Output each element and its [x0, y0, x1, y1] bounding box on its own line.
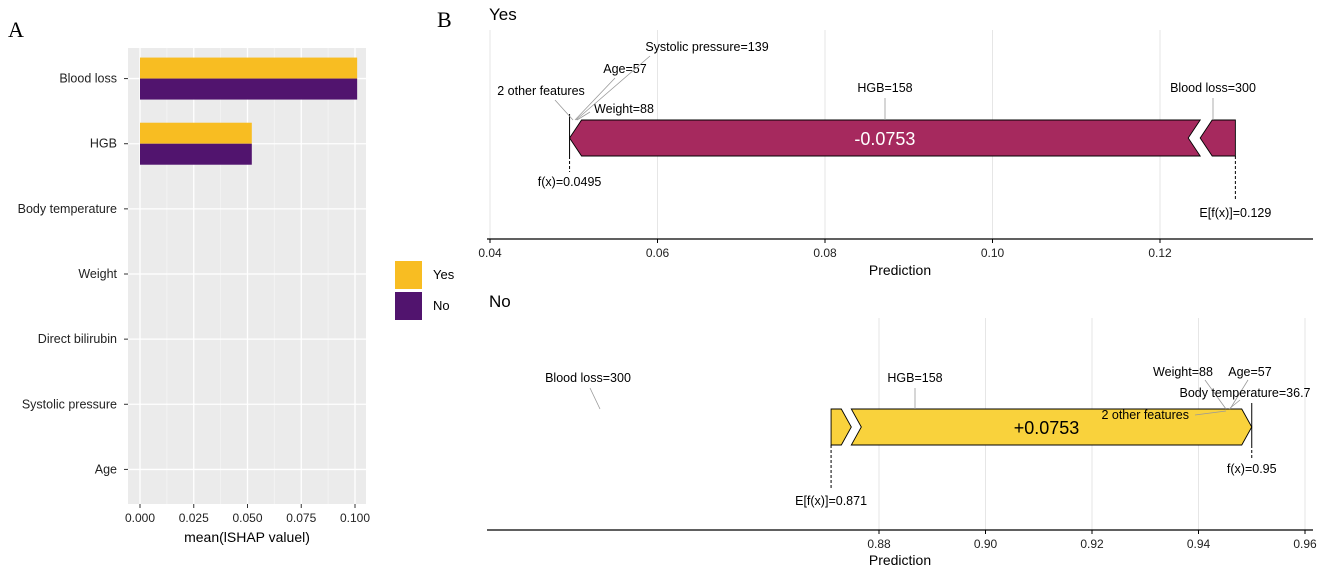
yes-feature-weight-88: Weight=88 [594, 102, 654, 116]
panel-b-letter: B [437, 7, 452, 32]
y-label-blood-loss: Blood loss [59, 72, 117, 86]
yes-bar-label: -0.0753 [854, 129, 915, 149]
no-label-leader [1229, 379, 1249, 410]
no-feature-body-temperature-36-7: Body temperature=36.7 [1180, 386, 1311, 400]
yes-feature-age-57: Age=57 [603, 62, 646, 76]
bar-no-blood-loss [140, 78, 358, 100]
no-fx-label: f(x)=0.95 [1227, 462, 1277, 476]
y-label-age: Age [95, 462, 117, 476]
panel-a-letter: A [8, 17, 24, 42]
yes-feature-2-other-features: 2 other features [497, 84, 585, 98]
bar-yes-hgb [140, 122, 252, 144]
yes-x-axis-title: Prediction [869, 262, 931, 278]
x-tick-label-0-88: 0.88 [867, 537, 891, 551]
x-tick-label-0-96: 0.96 [1293, 537, 1317, 551]
no-feature-blood-loss-300: Blood loss=300 [545, 371, 631, 385]
x-tick-label-0-90: 0.90 [974, 537, 998, 551]
x-tick-label-0-06: 0.06 [646, 246, 670, 260]
x-tick-label-0-050: 0.050 [232, 511, 262, 525]
legend-swatch-no [395, 292, 422, 320]
yes-efx-label: E[f(x)]=0.129 [1199, 206, 1271, 220]
y-label-hgb: HGB [90, 137, 117, 151]
no-feature-2-other-features: 2 other features [1101, 408, 1189, 422]
y-label-weight: Weight [78, 267, 117, 281]
legend-label-no: No [433, 298, 450, 313]
no-feature-weight-88: Weight=88 [1153, 365, 1213, 379]
legend-swatch-yes [395, 261, 422, 289]
yes-label-leader [574, 77, 616, 121]
x-tick-label-0-04: 0.04 [478, 246, 502, 260]
panel-a-x-ticks: 0.000 0.025 0.050 0.075 0.100 [125, 504, 370, 525]
yes-x-ticks: 0.04 0.06 0.08 0.10 0.12 [478, 239, 1172, 260]
yes-feature-systolic-pressure-139: Systolic pressure=139 [645, 40, 768, 54]
x-tick-label-0-025: 0.025 [179, 511, 209, 525]
no-segment-hgb [850, 408, 1253, 446]
no-plot-title: No [489, 292, 511, 311]
y-label-direct-bilirubin: Direct bilirubin [38, 332, 117, 346]
yes-segment-blood-loss [1199, 119, 1236, 157]
panel-a-x-axis-title: mean(lSHAP valuel) [184, 529, 310, 545]
no-feature-age-57: Age=57 [1228, 365, 1271, 379]
bar-no-hgb [140, 143, 252, 165]
x-tick-label-0-100: 0.100 [340, 511, 370, 525]
yes-plot-title: Yes [489, 5, 517, 24]
no-label-leader [1194, 410, 1227, 416]
no-label-leader [589, 387, 601, 410]
yes-segment-hgb [569, 119, 1202, 157]
no-label-leader [1228, 399, 1241, 410]
bar-yes-blood-loss [140, 57, 358, 79]
yes-force-plot: -0.0753 f(x)=0.0495 E[f(x)]=0.129 Blood los… [497, 40, 1271, 220]
legend: Yes No [395, 261, 455, 320]
x-tick-label-0-000: 0.000 [125, 511, 155, 525]
x-tick-label-0-08: 0.08 [813, 246, 837, 260]
no-x-axis-title: Prediction [869, 552, 931, 568]
no-bar-label: +0.0753 [1014, 418, 1080, 438]
no-x-ticks: 0.88 0.90 0.92 0.94 0.96 [867, 530, 1317, 551]
y-label-systolic-pressure: Systolic pressure [22, 397, 117, 411]
no-label-leader [1204, 379, 1227, 410]
x-tick-label-0-92: 0.92 [1080, 537, 1104, 551]
yes-label-leader [554, 99, 574, 121]
y-label-body-temperature: Body temperature [18, 202, 117, 216]
no-force-plot: +0.0753 f(x)=0.95 E[f(x)]=0.871 Blood loss=… [545, 365, 1310, 508]
no-feature-hgb-158: HGB=158 [887, 371, 942, 385]
panel-a-y-labels: Blood loss HGB Body temperature Weight Direc… [18, 72, 128, 476]
x-tick-label-0-10: 0.10 [981, 246, 1005, 260]
x-tick-label-0-94: 0.94 [1187, 537, 1211, 551]
yes-feature-hgb-158: HGB=158 [857, 81, 912, 95]
x-tick-label-0-12: 0.12 [1148, 246, 1172, 260]
yes-fx-label: f(x)=0.0495 [538, 175, 602, 189]
yes-label-leader [576, 111, 591, 121]
yes-label-leader [575, 55, 651, 121]
panel-a-bars [140, 57, 358, 165]
no-segment-blood-loss [830, 408, 852, 446]
legend-label-yes: Yes [433, 267, 455, 282]
x-tick-label-0-075: 0.075 [286, 511, 316, 525]
no-efx-label: E[f(x)]=0.871 [795, 494, 867, 508]
yes-feature-blood-loss-300: Blood loss=300 [1170, 81, 1256, 95]
